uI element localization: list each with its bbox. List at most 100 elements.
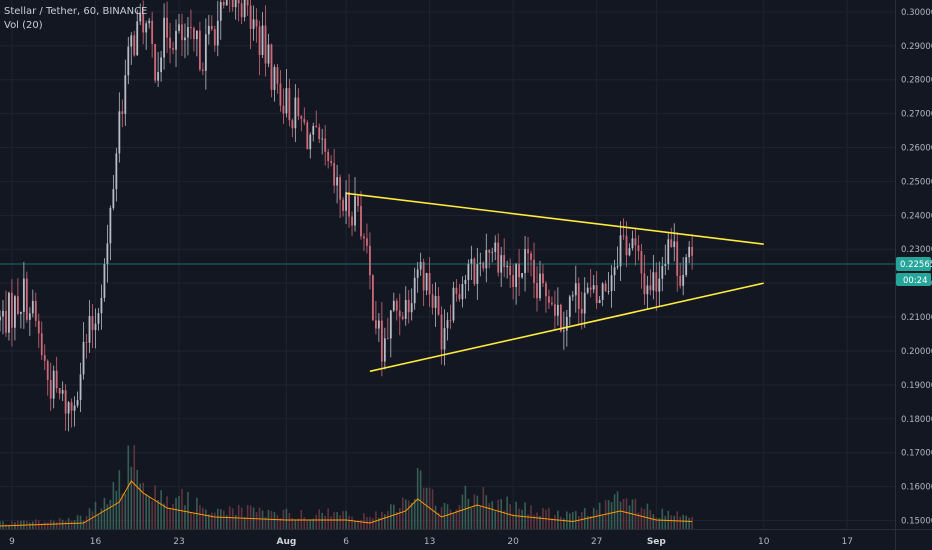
volume-bar [679, 516, 681, 529]
candle-body [369, 245, 371, 276]
candle-body [58, 388, 61, 394]
last-price-label: 0.22565 [900, 260, 932, 270]
candle-body [154, 43, 157, 81]
volume-bar [500, 499, 502, 529]
candle-body [413, 277, 416, 304]
candle-body [264, 25, 267, 64]
candle-body [19, 311, 22, 314]
candle-body [127, 46, 130, 76]
volume-bar [106, 504, 109, 529]
candle-body [539, 273, 541, 299]
candle-body [392, 300, 395, 311]
volume-bar [512, 513, 514, 529]
volume-bar [166, 496, 168, 529]
candle-body [682, 274, 685, 286]
candle-body [201, 69, 204, 71]
candle-body [22, 278, 25, 312]
volume-bar [363, 513, 365, 529]
candle-body [556, 304, 559, 316]
candle-body [234, 0, 237, 8]
candle-body [342, 199, 344, 211]
candle-body [118, 111, 121, 154]
candle-body [375, 320, 377, 329]
volume-bar [294, 519, 297, 529]
candle-body [509, 265, 512, 276]
volume-bar [327, 508, 329, 529]
candle-body [303, 118, 306, 123]
volume-bar [76, 515, 79, 529]
candle-body [306, 122, 309, 150]
volume-bar [187, 491, 189, 529]
candle-body [533, 259, 535, 283]
candle-body [267, 44, 270, 64]
candle-body [288, 88, 291, 121]
volume-bar [279, 518, 282, 529]
x-tick-label: 17 [842, 537, 853, 547]
volume-bar [97, 514, 100, 529]
volume-bar [160, 490, 162, 529]
candle-body [548, 296, 550, 303]
candle-body [312, 125, 315, 135]
x-tick-label: 27 [591, 537, 602, 547]
candle-body [166, 17, 168, 38]
countdown-badge [896, 272, 931, 286]
volume-bar [616, 491, 619, 529]
candle-body [655, 272, 658, 292]
volume-bar [330, 516, 332, 529]
volume-bar [521, 509, 523, 529]
volume-bar [270, 510, 273, 529]
candle-body [625, 235, 628, 256]
candle-body [291, 120, 294, 129]
candle-body [664, 264, 667, 266]
candle-body [551, 302, 553, 305]
candle-body [112, 189, 115, 208]
volume-bar [536, 512, 538, 529]
candle-body [482, 262, 485, 269]
candle-body [443, 328, 446, 350]
candle-body [652, 272, 655, 291]
candle-body [479, 262, 482, 264]
volume-bar [360, 520, 362, 529]
volume-bar [348, 515, 350, 529]
volume-bar [554, 515, 556, 529]
volume-bar [634, 498, 637, 529]
candle-body [219, 2, 222, 21]
candle-body [497, 242, 500, 273]
volume-bar [577, 516, 580, 529]
candle-body [512, 275, 515, 288]
candle-body [554, 304, 556, 316]
volume-bar [264, 516, 267, 529]
volume-bar [589, 516, 592, 529]
volume-bar [219, 509, 222, 529]
candle-body [580, 308, 583, 314]
volume-bar [539, 516, 541, 529]
candle-body [204, 34, 207, 71]
candle-body [142, 12, 145, 33]
volume-bar [52, 520, 55, 529]
candle-body [649, 285, 652, 291]
candle-body [163, 17, 165, 58]
chart-title: Stellar / Tether, 60, BINANCE [4, 6, 148, 17]
volume-bar [351, 516, 353, 529]
candle-body [640, 251, 643, 274]
candle-body [148, 20, 151, 24]
candle-body [106, 243, 109, 265]
candle-body [366, 238, 368, 246]
candle-body [646, 285, 649, 295]
candle-body [178, 24, 180, 31]
candle-body [210, 25, 213, 30]
candle-body [518, 263, 520, 278]
candle-body [354, 196, 356, 226]
volume-bar [691, 516, 693, 529]
candle-body [181, 24, 183, 41]
x-tick-label: 13 [424, 537, 435, 547]
volume-bar [118, 470, 121, 529]
candle-body [14, 296, 16, 328]
volume-bar [190, 512, 192, 529]
volume-bar [249, 505, 252, 529]
volume-bar [336, 512, 338, 529]
